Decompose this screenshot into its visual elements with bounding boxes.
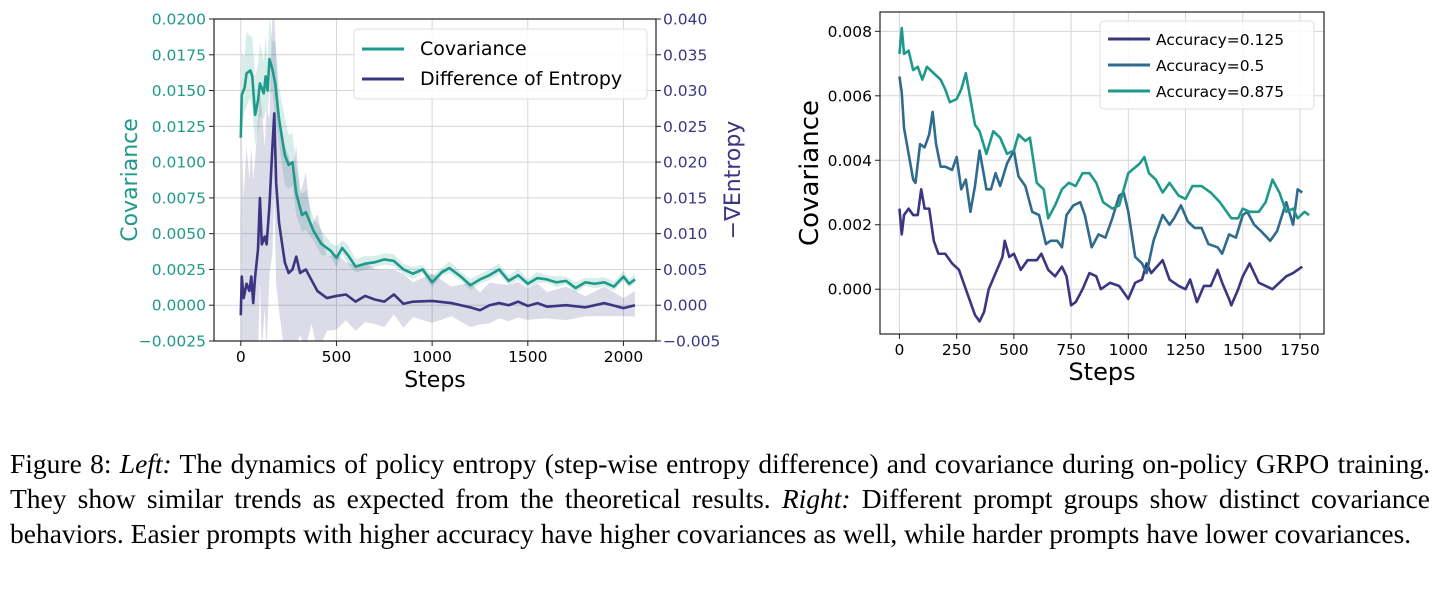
legend-label-1: Difference of Entropy (420, 68, 622, 90)
x-tick-label: 1000 (412, 348, 451, 366)
y-tick-label: 0.004 (828, 152, 872, 170)
legend-box (1099, 20, 1315, 110)
series-line-2 (898, 26, 1310, 220)
y-right-tick-label: 0.020 (663, 154, 707, 172)
plot-frame (213, 18, 657, 342)
x-tick-label: 1500 (508, 348, 547, 366)
legend-box (353, 28, 648, 100)
y-tick-label: 0.002 (828, 216, 872, 234)
y-right-tick-label: 0.010 (663, 225, 707, 243)
caption-right-text: Different prompt groups show distinct co… (10, 483, 1431, 549)
legend: Covariance Difference of Entropy (353, 28, 648, 100)
y-axis-label: Covariance (118, 118, 143, 242)
y-right-tick-label: 0.035 (663, 46, 707, 64)
caption-left-label: Left: (119, 448, 172, 479)
legend: Accuracy=0.125 Accuracy=0.5 Accuracy=0.875 (1099, 20, 1315, 110)
y-tick-label: 0.0100 (152, 154, 206, 172)
y-axis-label: Covariance (795, 100, 825, 246)
x-tick-label: 1750 (1280, 341, 1319, 359)
y-right-tick-label: 0.015 (663, 189, 707, 207)
y-tick-label: 0.0000 (152, 297, 206, 315)
y-tick-label: 0.0200 (152, 11, 206, 29)
y-tick-label: 0.0150 (152, 82, 206, 100)
y-right-tick-label: 0.000 (663, 297, 707, 315)
legend-label-1: Accuracy=0.5 (1156, 57, 1264, 75)
x-tick-label: 500 (322, 348, 352, 366)
series-line-1 (898, 76, 1304, 275)
x-tick-label: 500 (999, 341, 1029, 359)
x-tick-label: 750 (1056, 341, 1086, 359)
y-right-tick-label: 0.030 (663, 82, 707, 100)
series-line-1 (239, 112, 636, 316)
y-right-tick-label: −0.005 (663, 333, 720, 351)
y-tick-label: 0.0075 (152, 189, 206, 207)
x-tick-label: 2000 (604, 348, 643, 366)
series-line-0 (239, 57, 636, 290)
legend-label-0: Covariance (420, 38, 527, 60)
right-chart: 0 250 500 750 1000 1250 1500 1750 0.000 0.002 0.00… (795, 11, 1325, 386)
x-tick-label: 0 (895, 341, 905, 359)
y-tick-label: −0.0025 (139, 333, 206, 351)
y-axis-right-label: −∇Entropy (721, 121, 746, 240)
y-tick-label: 0.000 (828, 281, 872, 299)
x-axis-label: Steps (1068, 358, 1135, 386)
y-right-tick-label: 0.005 (663, 261, 707, 279)
caption-left-text: The dynamics of policy entropy (step-wis… (10, 448, 1430, 514)
y-tick-label: 0.0125 (152, 118, 206, 136)
y-right-tick-label: 0.040 (663, 11, 707, 29)
y-tick-label: 0.006 (828, 87, 872, 105)
x-tick-label: 0 (236, 348, 246, 366)
x-tick-label: 1250 (1166, 341, 1205, 359)
legend-label-0: Accuracy=0.125 (1156, 31, 1284, 49)
legend-label-2: Accuracy=0.875 (1156, 83, 1284, 101)
x-tick-label: 1000 (1109, 341, 1148, 359)
x-axis-label: Steps (404, 368, 466, 393)
y-tick-label: 0.0050 (152, 225, 206, 243)
figure-caption: Figure 8: Left: The dynamics of policy e… (10, 446, 1430, 551)
series-line-0 (898, 187, 1304, 323)
figure-label: Figure 8: (10, 448, 112, 479)
left-chart: 0 500 1000 1500 2000 −0.0025 0.0000 0.0025 0.005… (118, 11, 746, 394)
caption-right-label: Right: (781, 483, 851, 514)
plot-frame (879, 11, 1325, 335)
y-tick-label: 0.008 (828, 23, 872, 41)
y-tick-label: 0.0025 (152, 261, 206, 279)
x-tick-label: 1500 (1223, 341, 1262, 359)
y-right-tick-label: 0.025 (663, 118, 707, 136)
figure: 0 500 1000 1500 2000−0.00250.00000.00250.005… (118, 11, 1325, 394)
y-tick-label: 0.0175 (152, 46, 206, 64)
x-tick-label: 250 (942, 341, 972, 359)
series-band-1 (240, 19, 635, 341)
